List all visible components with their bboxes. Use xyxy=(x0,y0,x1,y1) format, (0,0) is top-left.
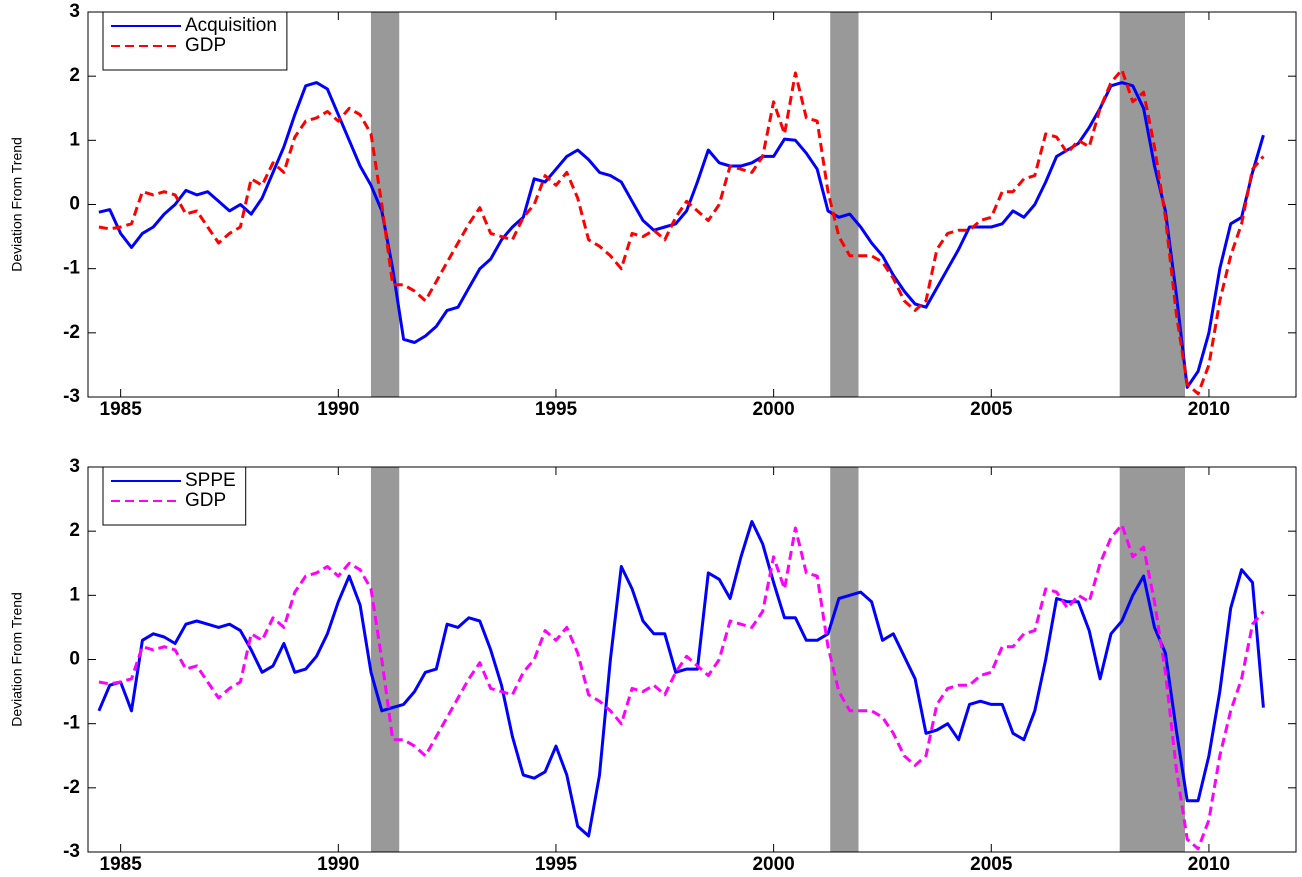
legend-label: SPPE xyxy=(185,470,236,491)
x-tick-label: 2000 xyxy=(752,399,794,420)
recession-shade xyxy=(1119,12,1185,397)
series-line xyxy=(98,523,1265,851)
y-tick-label: 0 xyxy=(69,649,80,670)
x-tick-label: 1990 xyxy=(317,854,359,875)
y-tick-label: 3 xyxy=(69,1,80,22)
legend-label: GDP xyxy=(185,490,226,511)
x-tick-label: 2005 xyxy=(970,399,1013,420)
y-tick-label: 1 xyxy=(69,129,80,150)
x-tick-label: 2010 xyxy=(1188,399,1230,420)
y-tick-label: -1 xyxy=(63,713,80,734)
recession-shade xyxy=(370,467,400,852)
x-tick-label: 2010 xyxy=(1188,854,1230,875)
y-tick-label: 3 xyxy=(69,456,80,477)
x-tick-label: 1985 xyxy=(100,854,143,875)
legend-label: Acquisition xyxy=(185,15,277,36)
series-line xyxy=(97,520,1265,838)
y-tick-label: 2 xyxy=(69,65,80,86)
recession-shade xyxy=(830,467,859,852)
x-tick-label: 2005 xyxy=(970,854,1013,875)
recession-shade xyxy=(1119,467,1185,852)
legend-box xyxy=(102,466,247,526)
legend-box xyxy=(102,11,288,71)
x-tick-label: 1985 xyxy=(100,399,143,420)
recession-shade xyxy=(830,12,859,397)
y-axis-label: Deviation From Trend xyxy=(9,592,25,727)
series-line xyxy=(98,68,1265,396)
y-tick-label: -3 xyxy=(63,841,80,862)
x-tick-label: 1995 xyxy=(535,854,578,875)
legend-label: GDP xyxy=(185,35,226,56)
x-tick-label: 1990 xyxy=(317,399,359,420)
y-tick-label: 0 xyxy=(69,194,80,215)
y-tick-label: -2 xyxy=(63,322,80,343)
y-tick-label: -2 xyxy=(63,777,80,798)
y-tick-label: 1 xyxy=(69,584,80,605)
x-tick-label: 2000 xyxy=(752,854,794,875)
y-tick-label: 2 xyxy=(69,520,80,541)
y-tick-label: -3 xyxy=(63,386,80,407)
y-tick-label: -1 xyxy=(63,258,80,279)
recession-shade xyxy=(370,12,400,397)
x-tick-label: 1995 xyxy=(535,399,578,420)
y-axis-label: Deviation From Trend xyxy=(9,137,25,272)
